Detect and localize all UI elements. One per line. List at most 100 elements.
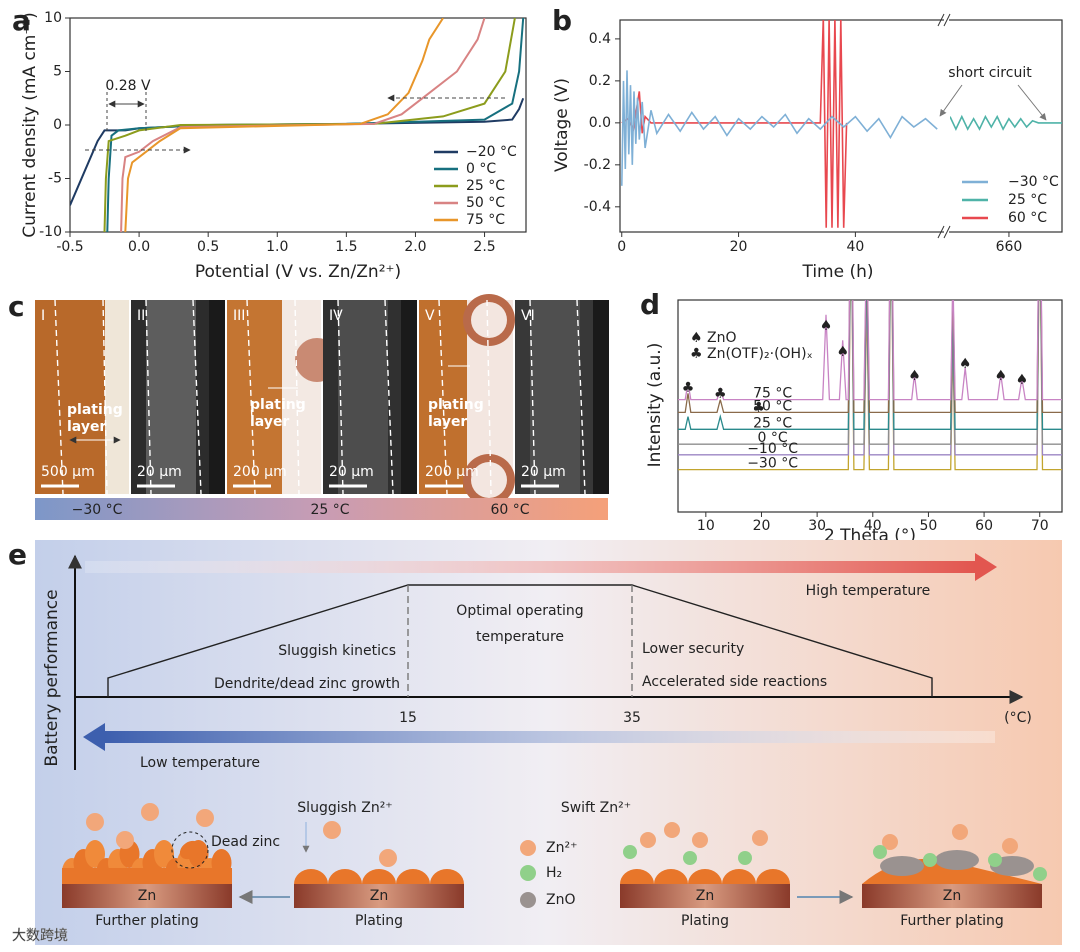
panel-letter: e xyxy=(8,538,27,571)
boundary xyxy=(337,299,344,495)
texture xyxy=(338,300,388,494)
dead-zinc-label: Dead zinc xyxy=(211,834,280,850)
texture xyxy=(209,300,225,494)
zn-ion xyxy=(323,821,341,839)
texture xyxy=(530,300,580,494)
plating-label: plating xyxy=(250,397,306,413)
h2 xyxy=(923,853,937,867)
image-label: III xyxy=(233,308,245,324)
x-tick-label: 20 xyxy=(730,239,748,255)
x-tick-label: 40 xyxy=(846,239,864,255)
peak-marker: ♠ xyxy=(959,356,972,372)
legend-label: −30 °C xyxy=(1008,174,1059,190)
x-axis-label: Potential (V vs. Zn/Zn²⁺) xyxy=(195,262,401,282)
legend-label: 0 °C xyxy=(466,161,496,177)
break-mark xyxy=(937,225,945,239)
boundary xyxy=(294,299,300,495)
arrow-band xyxy=(105,731,995,743)
series-line xyxy=(621,20,848,228)
panel-letter: c xyxy=(8,290,25,323)
y-axis-label: Voltage (V) xyxy=(552,78,572,172)
axis-tick-label: 35 xyxy=(623,710,641,726)
boundary xyxy=(54,299,64,495)
electrode-label: Zn xyxy=(370,888,388,904)
plating-label: layer xyxy=(67,419,106,435)
texture xyxy=(282,300,321,494)
peak-marker: ♠ xyxy=(908,368,921,384)
boundary xyxy=(102,299,108,495)
plating-label: layer xyxy=(428,414,467,430)
electrode xyxy=(620,884,790,908)
series-line xyxy=(678,300,1062,456)
swift-label: Swift Zn²⁺ xyxy=(561,800,631,816)
image-label: IV xyxy=(329,308,343,324)
annotation: short circuit xyxy=(948,65,1032,81)
deposit xyxy=(85,840,105,868)
break-mark xyxy=(937,13,945,27)
zn-ion xyxy=(752,830,768,846)
texture xyxy=(401,300,417,494)
series-line xyxy=(949,114,1062,131)
temperature-bar xyxy=(35,498,608,520)
y-tick-label: 10 xyxy=(44,10,62,26)
deposit xyxy=(328,869,362,884)
h2 xyxy=(988,853,1002,867)
arrow xyxy=(939,84,963,117)
boundary xyxy=(529,299,536,495)
deposit xyxy=(654,869,688,884)
boundary xyxy=(576,299,586,495)
zn-ion xyxy=(116,831,134,849)
y-tick-label: 0.2 xyxy=(589,73,611,89)
series-label: 75 °C xyxy=(753,386,792,402)
h2 xyxy=(683,851,697,865)
peak-marker: ♣ xyxy=(682,380,695,396)
annotation: 0.28 V xyxy=(105,78,151,94)
legend-label: ♠ ZnO xyxy=(690,330,736,346)
deposit xyxy=(620,869,654,884)
legend-swatch xyxy=(520,892,536,908)
scale-label: 200 µm xyxy=(425,464,479,480)
y-tick-label: 0.0 xyxy=(589,115,611,131)
legend-swatch xyxy=(520,840,536,856)
y-axis-label: Intensity (a.u.) xyxy=(645,343,665,468)
unit-label: (°C) xyxy=(1004,710,1032,726)
x-tick-label: 10 xyxy=(697,518,715,534)
series-line xyxy=(678,300,1062,445)
x-tick-label: -0.5 xyxy=(56,239,83,255)
dead-zinc-ring xyxy=(171,831,209,869)
zn-ion xyxy=(196,809,214,827)
zn-ion xyxy=(141,803,159,821)
x-tick-label: 70 xyxy=(1031,518,1049,534)
plating-label: plating xyxy=(67,402,123,418)
peak-marker: ♠ xyxy=(1016,372,1029,388)
electrode-label: Zn xyxy=(696,888,714,904)
lines xyxy=(678,300,1062,471)
stage-label: Plating xyxy=(355,913,403,929)
boundary xyxy=(384,299,394,495)
image-label: V xyxy=(425,308,435,324)
x-tick-label: 30 xyxy=(808,518,826,534)
legend-label: 50 °C xyxy=(466,195,505,211)
y-tick-label: -0.2 xyxy=(584,157,611,173)
x-tick-label: 0.0 xyxy=(128,239,150,255)
zn-ion xyxy=(640,832,656,848)
deposit xyxy=(154,840,174,868)
x-tick-label: 0 xyxy=(617,239,626,255)
legend-label: 25 °C xyxy=(466,178,505,194)
watermark: 大数跨境 xyxy=(12,928,68,944)
y-tick-label: -0.4 xyxy=(584,199,611,215)
electrode xyxy=(294,884,464,908)
legend-label: ZnO xyxy=(546,892,575,908)
boundary xyxy=(192,299,202,495)
deposit xyxy=(362,869,396,884)
lines xyxy=(621,20,1062,228)
stage-label: Plating xyxy=(681,913,729,929)
series-line xyxy=(678,300,1062,430)
content: a b c d e -0.5 0.0 0.5 1.0 1.5 2.0 2.5 -10 -5 0 5 10 Pote… xyxy=(8,4,1063,945)
image-label: II xyxy=(137,308,145,324)
x-tick-label: 2.5 xyxy=(473,239,495,255)
legend-label: 25 °C xyxy=(1008,192,1047,208)
peak-marker: ♣ xyxy=(714,386,727,402)
deposit xyxy=(62,868,232,884)
